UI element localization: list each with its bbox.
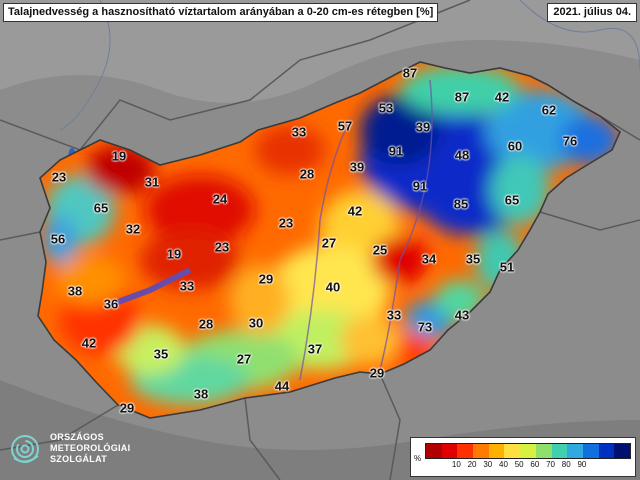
logo-line-2: METEOROLÓGIAI [50, 443, 131, 453]
legend-swatch [567, 444, 583, 458]
value-label: 76 [562, 133, 578, 149]
value-label: 19 [166, 246, 182, 262]
value-label: 24 [212, 191, 228, 207]
legend-swatch [535, 444, 552, 458]
value-label: 87 [402, 65, 418, 81]
value-label: 51 [499, 259, 515, 275]
legend-swatch [614, 444, 630, 458]
legend-swatch [488, 444, 505, 458]
value-label: 36 [103, 296, 119, 312]
value-label: 23 [214, 239, 230, 255]
legend-swatch [520, 444, 536, 458]
logo-line-1: ORSZÁGOS [50, 432, 104, 442]
value-label: 40 [325, 279, 341, 295]
omsz-logo: ORSZÁGOS METEOROLÓGIAI SZOLGÁLAT [10, 428, 160, 472]
legend-tick-label: 40 [499, 460, 508, 469]
value-label: 34 [421, 251, 437, 267]
value-label: 65 [93, 200, 109, 216]
value-label: 42 [81, 335, 97, 351]
value-label: 29 [119, 400, 135, 416]
legend-tick-label: 30 [483, 460, 493, 469]
value-label: 60 [507, 138, 523, 154]
map-date: 2021. július 04. [547, 3, 637, 22]
value-label: 35 [465, 251, 481, 267]
legend-swatch [582, 444, 599, 458]
legend-swatch [504, 444, 521, 458]
value-label: 42 [494, 89, 510, 105]
legend-tick-label: 50 [514, 460, 524, 469]
value-label: 53 [378, 100, 394, 116]
value-label: 25 [372, 242, 388, 258]
value-label: 38 [193, 386, 209, 402]
value-label: 85 [453, 196, 469, 212]
value-label: 39 [349, 159, 365, 175]
value-label: 37 [307, 341, 323, 357]
value-label: 91 [412, 178, 428, 194]
legend-swatch [473, 444, 489, 458]
legend-tick-label: 20 [467, 460, 477, 469]
legend-tick-label: 70 [546, 460, 555, 469]
value-label: 73 [417, 319, 433, 335]
value-label: 19 [111, 148, 127, 164]
value-label: 27 [321, 235, 337, 251]
value-label: 35 [153, 346, 169, 362]
legend-swatch [551, 444, 568, 458]
value-label: 91 [388, 143, 404, 159]
legend-swatch [457, 444, 474, 458]
value-label: 33 [386, 307, 402, 323]
map-title: Talajnedvesség a hasznosítható víztartal… [3, 3, 439, 22]
omsz-swirl-icon [11, 435, 39, 463]
value-label: 65 [504, 192, 520, 208]
value-label: 38 [67, 283, 83, 299]
value-label: 33 [179, 278, 195, 294]
legend-unit: % [414, 454, 422, 463]
value-label: 48 [454, 147, 470, 163]
legend-tick-label: 80 [561, 460, 571, 469]
legend-tick-label: 60 [530, 460, 540, 469]
legend-tick-label: 10 [451, 460, 461, 469]
value-label: 33 [291, 124, 307, 140]
value-label: 30 [248, 315, 264, 331]
value-label: 44 [274, 378, 290, 394]
legend-swatch [598, 444, 615, 458]
value-label: 43 [454, 307, 470, 323]
value-label: 39 [415, 119, 431, 135]
value-label: 32 [125, 221, 141, 237]
legend-swatch [441, 444, 458, 458]
value-label: 29 [258, 271, 274, 287]
value-label: 28 [299, 166, 315, 182]
legend-swatch [426, 444, 442, 458]
value-label: 28 [198, 316, 214, 332]
omsz-logo-text: ORSZÁGOS METEOROLÓGIAI SZOLGÁLAT [50, 432, 130, 465]
value-label: 27 [236, 351, 252, 367]
value-label: 42 [347, 203, 363, 219]
value-label: 62 [541, 102, 557, 118]
value-label: 23 [278, 215, 294, 231]
value-label: 56 [50, 231, 66, 247]
value-label: 57 [337, 118, 353, 134]
legend-tick-label: 90 [577, 460, 587, 469]
value-label: 29 [369, 365, 385, 381]
logo-line-3: SZOLGÁLAT [50, 454, 108, 464]
color-legend: % 10 20 30 40 50 60 70 80 90 [410, 437, 636, 477]
value-label: 23 [51, 169, 67, 185]
legend-color-bar [425, 443, 631, 459]
value-label: 31 [144, 174, 160, 190]
value-label: 87 [454, 89, 470, 105]
